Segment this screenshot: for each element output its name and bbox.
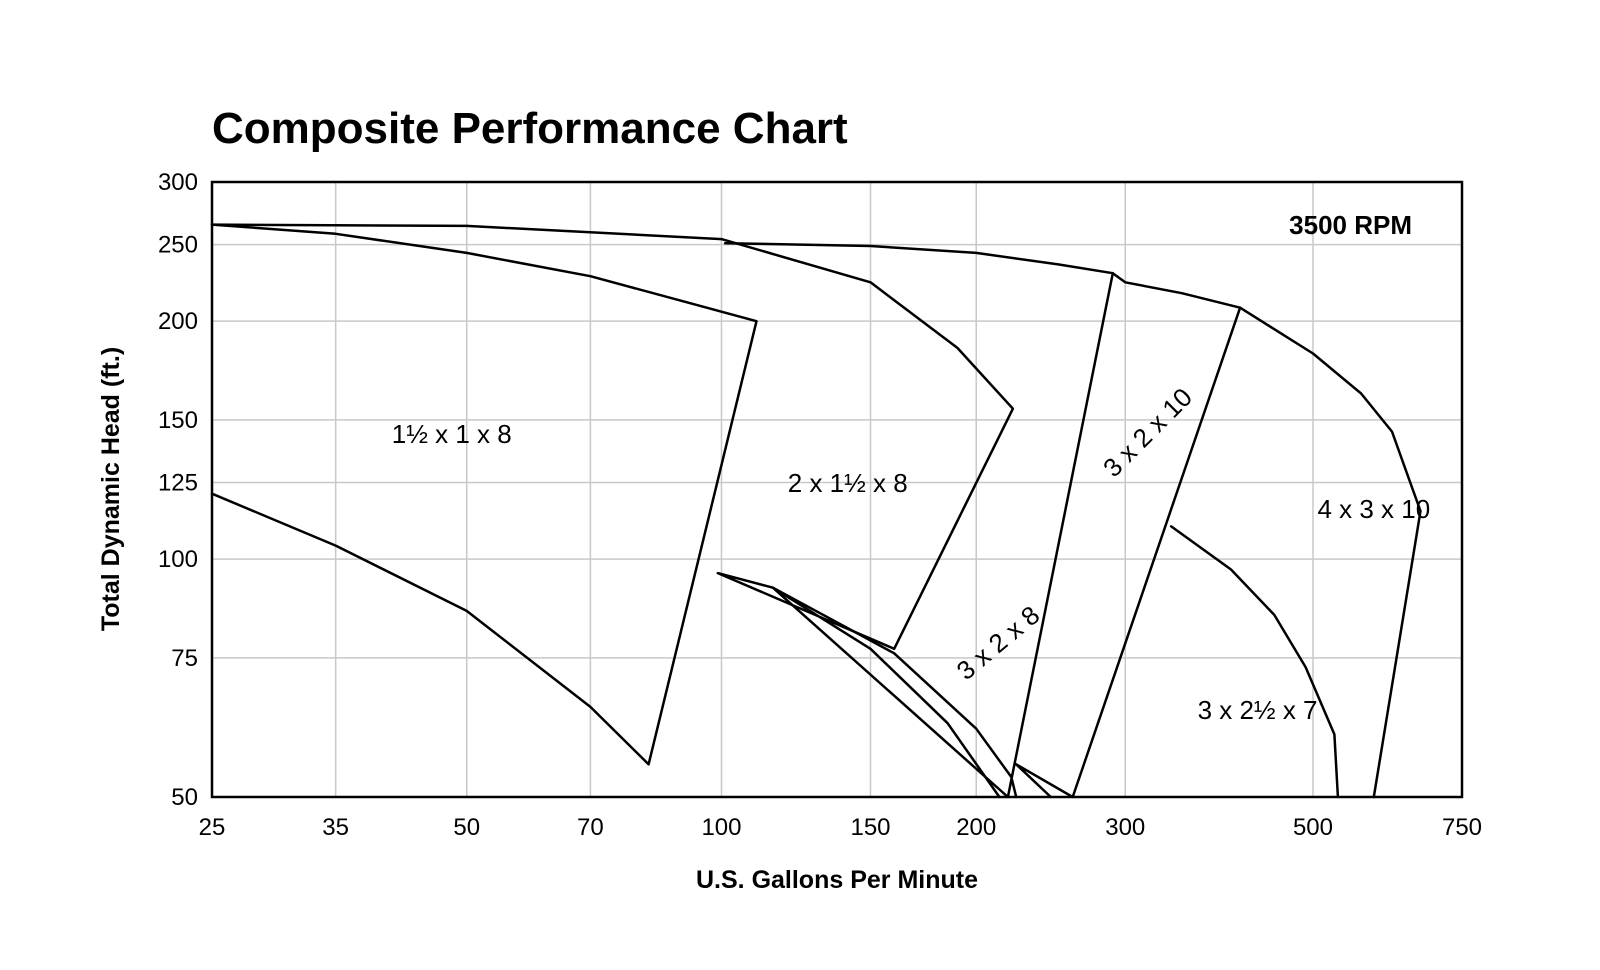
pump-model-label: 2 x 1½ x 8 — [788, 468, 908, 498]
y-tick-labels: 50 75 100 125 150 200 250 300 — [158, 169, 198, 811]
performance-curves — [210, 223, 1422, 799]
pump-model-label: 3 x 2 x 8 — [951, 600, 1046, 686]
y-tick-label: 250 — [158, 232, 198, 259]
pump-model-label: 1½ x 1 x 8 — [392, 419, 512, 449]
y-tick-label: 300 — [158, 169, 198, 196]
pump-curve-0 — [210, 223, 758, 766]
x-tick-label: 25 — [199, 814, 226, 841]
x-tick-label: 300 — [1105, 814, 1145, 841]
x-tick-label: 200 — [956, 814, 996, 841]
x-tick-label: 35 — [322, 814, 349, 841]
x-tick-label: 100 — [701, 814, 741, 841]
x-axis-label: U.S. Gallons Per Minute — [696, 866, 978, 894]
x-tick-label: 750 — [1442, 814, 1482, 841]
pump-curve-4 — [1169, 525, 1340, 799]
x-tick-labels: 25 35 50 70 100 150 200 300 500 750 — [199, 814, 1482, 841]
pump-model-label: 3 x 2 x 10 — [1097, 382, 1198, 483]
y-tick-label: 200 — [158, 308, 198, 335]
x-tick-label: 70 — [577, 814, 604, 841]
x-tick-label: 50 — [453, 814, 480, 841]
pump-model-label: 4 x 3 x 10 — [1317, 494, 1430, 524]
y-tick-label: 75 — [171, 645, 198, 672]
pump-model-label: 3 x 2½ x 7 — [1198, 695, 1318, 725]
y-tick-label: 50 — [171, 784, 198, 811]
y-axis-label: Total Dynamic Head (ft.) — [97, 347, 125, 631]
rpm-annotation: 3500 RPM — [1289, 210, 1412, 240]
x-tick-label: 500 — [1293, 814, 1333, 841]
plot-frame — [210, 180, 1464, 799]
y-tick-label: 100 — [158, 546, 198, 573]
pump-curve-5 — [1238, 306, 1422, 799]
y-tick-label: 150 — [158, 407, 198, 434]
x-tick-label: 150 — [850, 814, 890, 841]
chart-title: Composite Performance Chart — [212, 104, 848, 153]
pump-curve-2 — [723, 241, 1115, 799]
pump-curve-1 — [210, 223, 1015, 799]
y-tick-label: 125 — [158, 469, 198, 496]
